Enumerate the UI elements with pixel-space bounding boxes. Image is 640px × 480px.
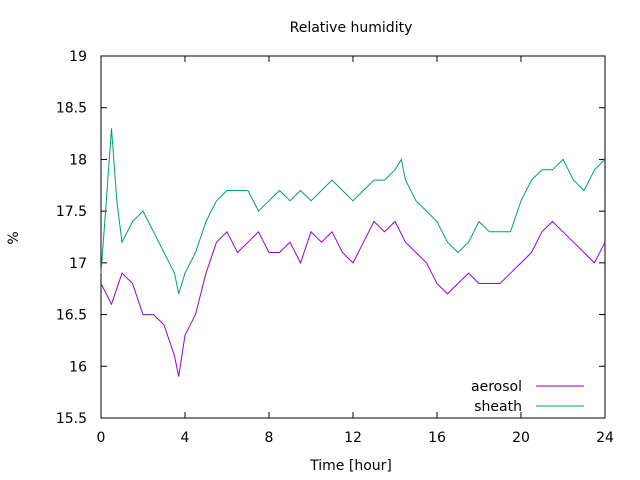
- y-tick-label: 15.5: [56, 411, 87, 427]
- x-tick-label: 24: [596, 430, 614, 446]
- x-tick-label: 4: [181, 430, 190, 446]
- y-axis: 15.5 16 16.5 17 17.5 18 18.5 19: [56, 49, 605, 427]
- x-tick-label: 12: [344, 430, 362, 446]
- series-layer: [100, 128, 606, 377]
- y-tick-label: 18.5: [56, 101, 87, 117]
- x-tick-label: 8: [265, 430, 274, 446]
- x-axis: 0 4 8 12 16 20 24: [97, 56, 614, 446]
- x-tick-label: 0: [97, 430, 106, 446]
- y-axis-label: %: [6, 231, 22, 244]
- x-tick-label: 16: [428, 430, 446, 446]
- chart-title: Relative humidity: [290, 20, 413, 36]
- legend-label-aerosol: aerosol: [471, 379, 522, 395]
- y-tick-label: 16.5: [56, 308, 87, 324]
- plot-area-frame: [100, 55, 606, 419]
- x-axis-label: Time [hour]: [309, 458, 392, 474]
- legend-label-sheath: sheath: [474, 399, 522, 415]
- x-tick-label: 20: [512, 430, 530, 446]
- y-tick-label: 16: [69, 359, 87, 375]
- y-tick-label: 17: [69, 256, 87, 272]
- y-tick-label: 19: [69, 49, 87, 65]
- series-line-sheath: [100, 128, 606, 295]
- y-tick-label: 17.5: [56, 204, 87, 220]
- legend: aerosol sheath: [471, 379, 584, 415]
- series-line-aerosol: [100, 220, 606, 377]
- y-tick-label: 18: [69, 152, 87, 168]
